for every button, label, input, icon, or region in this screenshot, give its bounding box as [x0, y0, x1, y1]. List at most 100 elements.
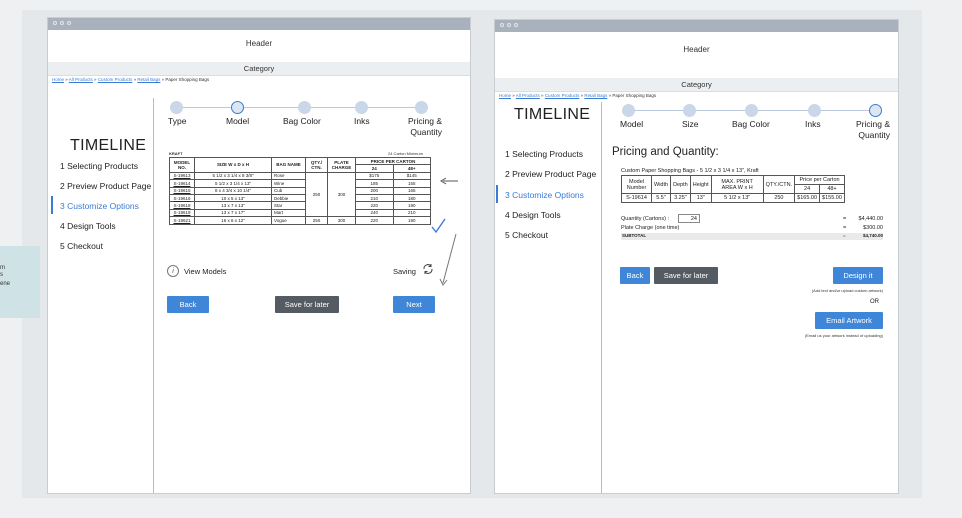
arrow-to-saving — [442, 233, 457, 284]
subtotal-value: $4,740.00 — [862, 233, 883, 238]
back-button[interactable]: Back — [620, 267, 650, 284]
timeline-item-customize-options[interactable]: 3 Customize Options — [505, 190, 584, 200]
breadcrumb: Home » All Products » Custom Products » … — [52, 77, 210, 82]
step-dot-model[interactable] — [622, 104, 635, 117]
back-button[interactable]: Back — [167, 296, 209, 313]
table-row[interactable]: S-19613 5 1/2 x 3 1/4 x 8 3/8" Rose 250 … — [169, 171, 431, 218]
step-label-model: Model — [620, 119, 644, 129]
step-label-pricing: Pricing & — [407, 116, 442, 126]
check-icon — [431, 218, 446, 234]
side-card-left-text-3: ene — [0, 281, 11, 287]
design-note: (Add text and/or upload custom artwork) — [811, 288, 883, 293]
section-title: Pricing and Quantity: — [612, 146, 719, 158]
email-artwork-button[interactable]: Email Artwork — [815, 312, 883, 329]
info-icon[interactable]: i — [167, 265, 179, 277]
breadcrumb-retail-bags[interactable]: Retail Bags — [137, 77, 161, 82]
cell-price-48: 190 — [392, 216, 431, 225]
column-divider — [153, 98, 154, 493]
th-qty-ctn: QTY./CTN. — [762, 175, 796, 194]
breadcrumb-all-products[interactable]: All Products — [515, 93, 540, 98]
step-label-bag-color: Bag Color — [732, 119, 770, 129]
step-dot-model[interactable] — [231, 101, 244, 114]
table-row[interactable]: S-19621 16 x 6 x 12" Vogue 250 300 220 1… — [169, 216, 431, 225]
table-row[interactable]: S-19614 5 1/2 x 3 1/4 x 13" Wine 185 155 — [169, 179, 431, 188]
timeline-title: TIMELINE — [514, 106, 591, 123]
breadcrumb-home[interactable]: Home — [52, 77, 65, 82]
window-titlebar — [495, 20, 898, 32]
timeline-active-marker — [51, 196, 53, 214]
th-model-number: Model Number — [621, 175, 652, 194]
breadcrumb-current: Paper Shopping Bags — [165, 77, 210, 82]
step-dot-type[interactable] — [170, 101, 183, 114]
cell-plate-merged: 300 — [327, 171, 356, 218]
th-depth: Depth — [670, 175, 691, 194]
timeline-item-preview-product-page[interactable]: 2 Preview Product Page — [505, 169, 597, 179]
category-bar[interactable]: Category — [48, 62, 470, 76]
quantity-input[interactable]: 24 — [678, 214, 700, 223]
step-dot-size[interactable] — [683, 104, 696, 117]
breadcrumb-current: Paper Shopping Bags — [612, 93, 657, 98]
step-dot-inks[interactable] — [808, 104, 821, 117]
breadcrumb: Home » All Products » Custom Products » … — [499, 93, 657, 98]
th-max-print: MAX. PRINT AREA W x H — [710, 175, 764, 194]
timeline-item-checkout[interactable]: 5 Checkout — [505, 230, 548, 240]
cell-qty: 250 — [762, 193, 796, 203]
step-label-quantity: Quantity — [858, 130, 890, 140]
page-header: Header — [245, 39, 273, 48]
timeline-item-customize-options[interactable]: 3 Customize Options — [60, 201, 139, 211]
category-bar[interactable]: Category — [495, 78, 898, 92]
quantity-equals: = — [843, 216, 847, 222]
breadcrumb-retail-bags[interactable]: Retail Bags — [584, 93, 608, 98]
arrow-to-saving-head — [439, 278, 448, 286]
timeline-item-checkout[interactable]: 5 Checkout — [60, 241, 103, 251]
page-header: Header — [683, 45, 710, 54]
next-button[interactable]: Next — [393, 296, 435, 313]
step-dot-pricing[interactable] — [415, 101, 428, 114]
window-wireframe-model: Header Category Home » All Products » Cu… — [47, 17, 471, 494]
saving-status: Saving — [393, 267, 416, 276]
step-label-model: Model — [226, 116, 250, 126]
or-divider: OR — [870, 299, 879, 305]
timeline-item-design-tools[interactable]: 4 Design Tools — [505, 210, 561, 220]
step-dot-pricing[interactable] — [869, 104, 882, 117]
design-it-button[interactable]: Design it — [833, 267, 883, 284]
cell-plate: 300 — [327, 216, 356, 225]
cell-depth: 3.25" — [670, 193, 691, 203]
step-dot-inks[interactable] — [355, 101, 368, 114]
th-price-per-carton: Price per Carton — [794, 175, 845, 185]
breadcrumb-custom-products[interactable]: Custom Products — [544, 93, 580, 98]
breadcrumb-home[interactable]: Home — [499, 93, 512, 98]
th-price-48: 48+ — [819, 184, 845, 194]
timeline-item-design-tools[interactable]: 4 Design Tools — [60, 221, 116, 231]
step-label-bag-color: Bag Color — [283, 116, 321, 126]
th-width: Width — [650, 175, 672, 194]
step-label-quantity: Quantity — [410, 127, 442, 137]
email-note: (Email us your artwork instead of upload… — [804, 333, 883, 338]
step-dot-bag-color[interactable] — [298, 101, 311, 114]
cell-price-24: $165.00 — [794, 193, 821, 203]
timeline-item-selecting-products[interactable]: 1 Selecting Products — [60, 161, 138, 171]
side-card-left — [0, 246, 40, 318]
step-dot-bag-color[interactable] — [745, 104, 758, 117]
side-card-left-text-2: s — [0, 272, 3, 278]
table-caption-kraft: KRAFT — [169, 151, 183, 156]
timeline-item-preview-product-page[interactable]: 2 Preview Product Page — [60, 181, 152, 191]
view-models-link[interactable]: View Models — [184, 267, 227, 276]
pricing-table: Model Number Width Depth Height MAX. PRI… — [621, 175, 845, 203]
plate-total: $300.00 — [863, 225, 883, 231]
save-for-later-button[interactable]: Save for later — [275, 296, 339, 313]
breadcrumb-all-products[interactable]: All Products — [68, 77, 93, 82]
plate-equals: = — [843, 225, 847, 231]
cell-width: 5.5" — [650, 193, 672, 203]
step-label-pricing: Pricing & — [855, 119, 890, 129]
quantity-label: Quantity (Cartons) : — [621, 216, 669, 222]
model-table: MODEL NO. SIZE W x D x H BAG NAME QTY./ … — [169, 156, 431, 225]
timeline-item-selecting-products[interactable]: 1 Selecting Products — [505, 149, 583, 159]
arrow-to-table-head — [440, 177, 447, 185]
step-label-inks: Inks — [805, 119, 821, 129]
plate-charge-label: Plate Charge (one time) — [621, 225, 680, 231]
save-for-later-button[interactable]: Save for later — [654, 267, 718, 284]
breadcrumb-custom-products[interactable]: Custom Products — [97, 77, 133, 82]
window-wireframe-pricing: Header Category Home » All Products » Cu… — [494, 19, 899, 494]
